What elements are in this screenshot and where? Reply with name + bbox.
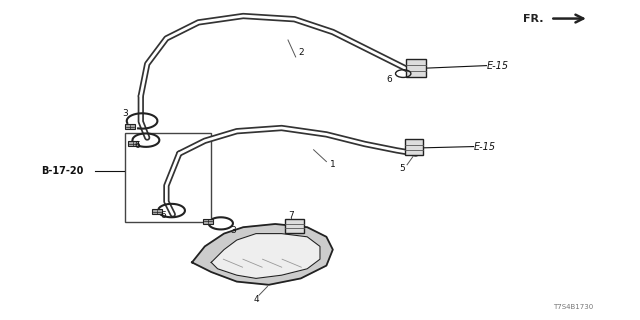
Text: E-15: E-15 (486, 60, 509, 71)
Text: 4: 4 (253, 295, 259, 304)
Text: B-17-20: B-17-20 (42, 166, 84, 176)
Bar (125, 124, 135, 130)
Bar (152, 209, 162, 214)
Bar (128, 141, 138, 147)
Text: FR.: FR. (524, 13, 544, 24)
Bar (203, 219, 213, 224)
Text: 6: 6 (135, 141, 140, 150)
Text: T7S4B1730: T7S4B1730 (553, 304, 593, 310)
Text: 3: 3 (122, 109, 127, 118)
Text: 6: 6 (161, 212, 166, 220)
Text: 3: 3 (231, 226, 236, 235)
Polygon shape (192, 224, 333, 285)
Bar (285, 219, 304, 233)
Bar (405, 139, 423, 155)
Text: 6: 6 (387, 75, 392, 84)
Text: 5: 5 (399, 164, 404, 173)
Text: 2: 2 (298, 48, 303, 57)
Text: 1: 1 (330, 160, 335, 169)
Bar (406, 59, 426, 77)
Bar (125, 133, 211, 222)
Text: E-15: E-15 (474, 141, 496, 152)
Text: 7: 7 (289, 211, 294, 220)
Polygon shape (211, 234, 320, 278)
